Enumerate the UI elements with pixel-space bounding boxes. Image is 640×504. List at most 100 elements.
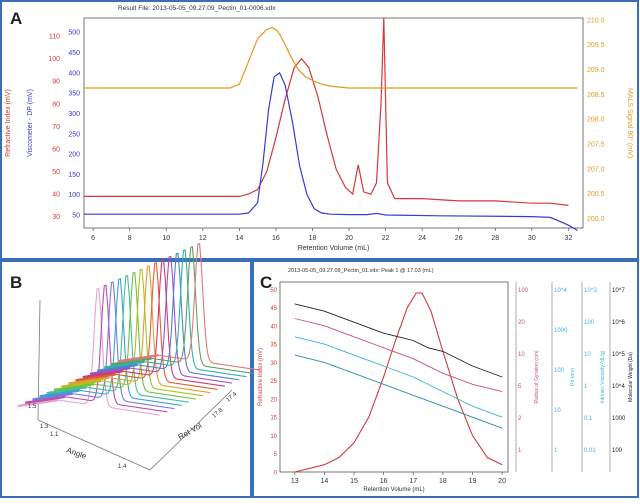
waterfall-series [151, 246, 254, 374]
y-tick-label: 208.5 [587, 92, 605, 99]
y-tick-label: 100 [48, 56, 60, 63]
series-line [294, 354, 503, 429]
y-tick-label: 50 [52, 169, 60, 176]
y-axis-label: Viscometer - DP (mV) [27, 89, 34, 157]
x-axis-label: Retention Volume (mL) [298, 245, 370, 252]
waterfall-series [144, 249, 247, 378]
waterfall-series [79, 278, 182, 406]
y-tick-label: 100 [554, 368, 565, 374]
y-tick-label: 80 [52, 101, 60, 108]
x-tick-label: 19 [469, 478, 477, 485]
chart-a: Result File: 2013-05-05_09.27.09_Pectin_… [5, 5, 634, 252]
y-tick-label: 10^7 [612, 288, 625, 294]
waterfall-series [122, 259, 225, 387]
y-tick-label: 20 [270, 397, 277, 403]
panel-a-label: A [10, 9, 22, 28]
waterfall-series [93, 271, 197, 400]
y-tick-label: 10^6 [612, 320, 625, 326]
x-tick-label: 28 [491, 235, 499, 242]
x-tick-label: 16 [380, 478, 388, 485]
waterfall-baseline [61, 379, 102, 389]
waterfall-baseline [25, 395, 66, 405]
x-tick-label: 14 [235, 235, 243, 242]
x-tick-label: 16 [272, 235, 280, 242]
y-tick-label: 100 [68, 192, 80, 199]
waterfall-baseline [32, 392, 73, 401]
waterfall-baseline [89, 366, 131, 376]
y-tick-label: 500 [68, 30, 80, 37]
y-tick-label: 10 [518, 352, 525, 358]
x-tick-label: 22 [382, 235, 390, 242]
y-tick-label: 400 [68, 70, 80, 77]
y-tick-label: 60 [52, 146, 60, 153]
plot-area-a [83, 17, 584, 229]
x-tick-label: 12 [199, 235, 207, 242]
waterfall-series [72, 281, 175, 410]
waterfall-series [137, 252, 240, 381]
y-tick-label: 10^4 [612, 384, 625, 390]
y-axis-label: MALS Signal 90° (mV) [626, 88, 634, 158]
y-axis-label: Refractive Index (mV) [258, 348, 264, 406]
waterfall-baseline [75, 373, 116, 382]
chart-a-title: Result File: 2013-05-05_09.27.09_Pectin_… [118, 5, 276, 12]
waterfall-baseline [111, 357, 152, 366]
panel-b-label: B [10, 273, 22, 292]
waterfall-baseline [82, 369, 123, 379]
waterfall-baseline [53, 382, 95, 392]
y-tick-label: 100 [518, 288, 529, 294]
y-tick-label: 1000 [612, 416, 626, 422]
waterfall-series [57, 287, 161, 416]
y-tick-label: 25 [270, 379, 277, 385]
waterfall-baseline [118, 353, 159, 363]
waterfall-series [129, 255, 233, 384]
y-tick-label: 30 [52, 214, 60, 221]
z-tick-label: 1.5 [28, 404, 37, 410]
waterfall-baseline [104, 360, 145, 369]
y-axis-label: Refractive Index (mV) [5, 89, 12, 157]
y-tick-label: 250 [68, 131, 80, 138]
y-tick-label: 0 [274, 471, 278, 477]
y-tick-label: 10 [270, 434, 277, 440]
angle-tick-label: 1.3 [40, 424, 49, 430]
y-tick-label: 20 [518, 320, 525, 326]
x-tick-label: 14 [321, 478, 329, 485]
y-tick-label: 350 [68, 91, 80, 98]
angle-tick-label: 1.1 [50, 432, 59, 438]
waterfall-series [65, 284, 168, 413]
series-line [294, 292, 503, 473]
y-tick-label: 5 [518, 384, 522, 390]
y-tick-label: 450 [68, 50, 80, 57]
waterfall-series [158, 243, 261, 371]
y-tick-label: 0.1 [584, 416, 593, 422]
plot-area-c [279, 281, 509, 473]
y-tick-label: 209.0 [587, 67, 605, 74]
y-tick-label: 30 [270, 361, 277, 367]
x-tick-label: 13 [291, 478, 299, 485]
series-line [84, 26, 578, 89]
x-tick-label: 32 [564, 235, 572, 242]
y-tick-label: 208.0 [587, 117, 605, 124]
chart-c: 2013-05-05_09.27.09_Pectin_01.vdx: Peak … [258, 268, 634, 493]
y-tick-label: 200.5 [587, 191, 605, 198]
y-tick-label: 5 [274, 452, 278, 458]
y-tick-label: 110 [49, 34, 60, 41]
y-tick-label: 1 [584, 384, 588, 390]
waterfall-baseline [17, 398, 59, 408]
series-line [294, 303, 503, 378]
waterfall-baseline [97, 363, 138, 373]
series-line [294, 336, 503, 418]
y-tick-label: 90 [52, 79, 60, 86]
y-tick-label: 40 [270, 324, 277, 330]
y-tick-label: 200.0 [587, 216, 605, 223]
x-tick-label: 30 [528, 235, 536, 242]
waterfall-series [86, 275, 189, 403]
y-tick-label: 2 [518, 416, 522, 422]
x-tick-label: 15 [350, 478, 358, 485]
y-tick-label: 35 [270, 343, 277, 349]
y-tick-label: 1 [518, 448, 522, 454]
y-axis-label: Molecular Weight (Da) [628, 352, 634, 402]
x-tick-label: 20 [345, 235, 353, 242]
waterfall-baseline [68, 376, 109, 385]
y-tick-label: 209.5 [587, 42, 605, 49]
